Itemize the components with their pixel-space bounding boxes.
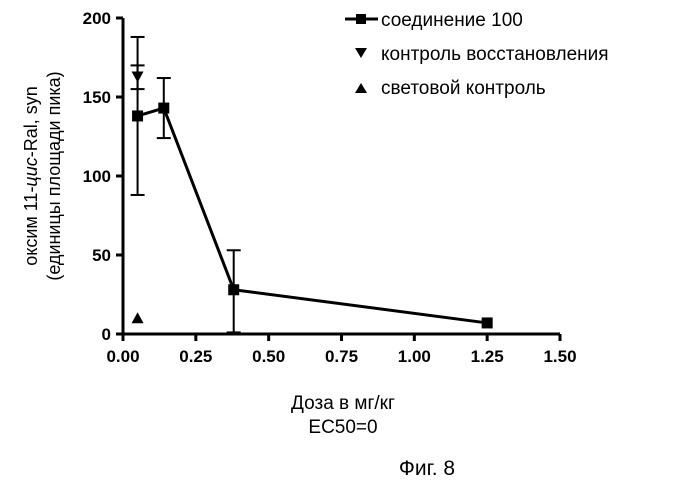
legend-triangle-up-marker [355,83,367,93]
y-tick-label: 150 [83,88,111,107]
series-0-square-marker [132,110,143,121]
x-tick-label: 0.25 [179,347,212,366]
series-1-triangle-down-marker [132,71,144,82]
legend-item-compound-100: соединение 100 [345,10,523,31]
legend-triangle-down-marker [355,48,367,58]
series-0-line [138,108,488,323]
x-ticks: 0.00 0.25 0.50 0.75 1.00 1.25 1.50 [106,334,576,366]
legend-item-recovery-control: контроль восстановления [355,44,609,65]
legend-square-marker [356,14,366,24]
y-tick-label: 100 [83,167,111,186]
legend-label-light-control: световой контроль [381,78,546,99]
y-tick-label: 0 [102,325,111,344]
figure-label: Фиг. 8 [399,457,455,480]
x-tick-label: 1.25 [471,347,504,366]
x-axis-label: Доза в мг/кг [291,393,395,414]
x-tick-label: 1.00 [398,347,431,366]
x-tick-label: 1.50 [543,347,576,366]
legend-item-light-control: световой контроль [355,78,546,99]
x-tick-label: 0.75 [325,347,358,366]
y-ticks: 0 50 100 150 200 [83,9,123,344]
x-tick-label: 0.00 [106,347,139,366]
legend: соединение 100 контроль восстановления с… [345,10,609,99]
y-axis-label: оксим 11-цис-Ral, syn [21,86,41,266]
y-axis-label-prefix: оксим 11- [21,187,41,266]
y-tick-label: 50 [92,246,111,265]
series-2-triangle-up-marker [132,312,144,323]
y-axis-label-suffix: -Ral, syn [21,86,41,157]
series-0-square-marker [158,103,169,114]
series-0-square-marker [482,317,493,328]
x-tick-label: 0.50 [252,347,285,366]
legend-label-recovery-control: контроль восстановления [381,44,609,65]
y-tick-label: 200 [83,9,111,28]
series-0-square-marker [228,284,239,295]
ec50-annotation: EC50=0 [308,417,377,438]
legend-label-compound-100: соединение 100 [381,10,523,31]
y-axis-label-italic: цис [21,157,41,186]
y-axis-label-line2: (единицы площади пика) [44,71,64,280]
